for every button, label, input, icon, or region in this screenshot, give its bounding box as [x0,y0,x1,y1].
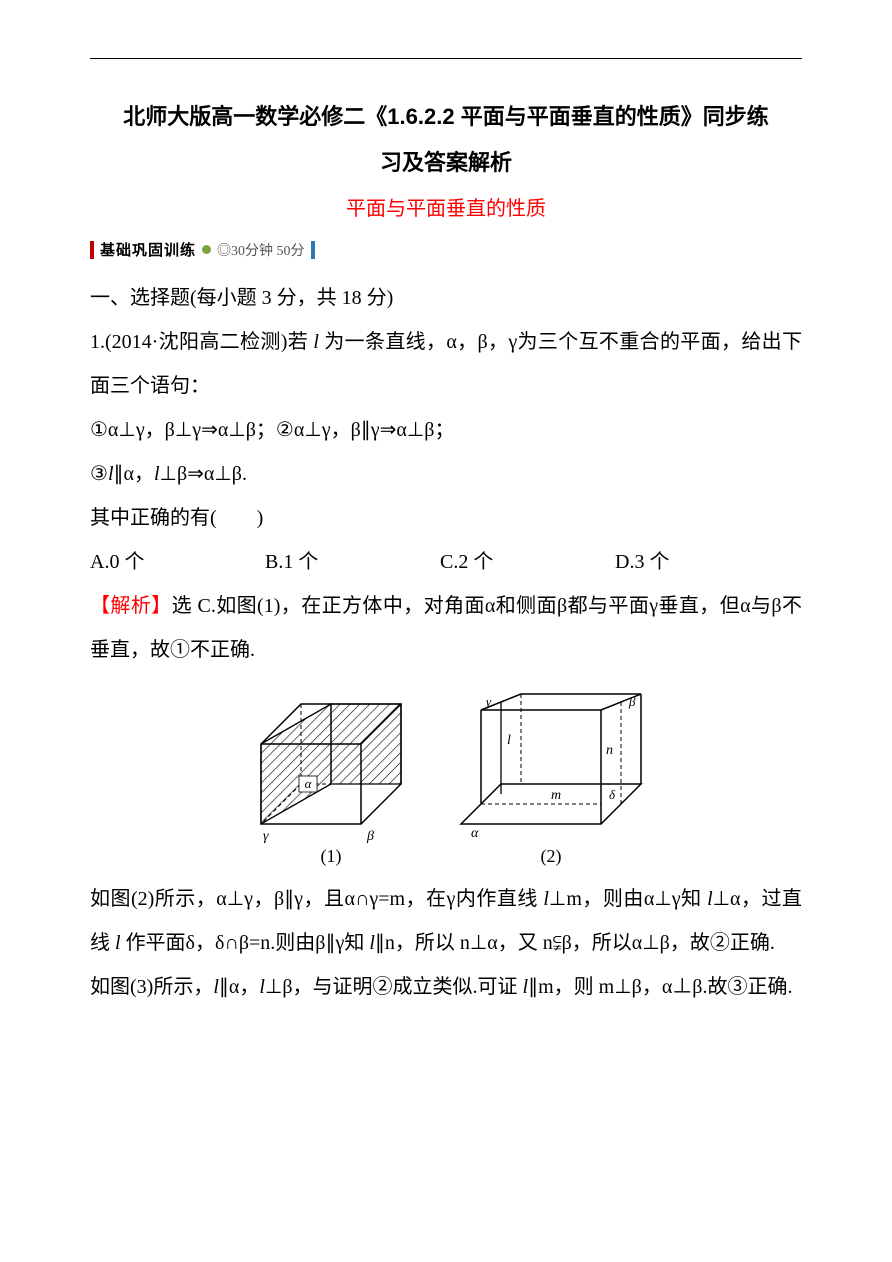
doc-title-line1: 北师大版高一数学必修二《1.6.2.2 平面与平面垂直的性质》同步练 [90,95,802,139]
fig1-caption: (1) [241,846,421,867]
fig2-caption: (2) [451,846,651,867]
analysis-label: 【解析】 [90,595,172,617]
figure-1: α β γ (1) [241,684,421,867]
doc-subtitle: 平面与平面垂直的性质 [90,189,802,229]
banner-dot-icon [202,245,211,254]
svg-text:l: l [507,733,511,748]
fig1-gamma: γ [263,829,269,844]
doc-title-line2: 习及答案解析 [90,141,802,185]
q1-ask: 其中正确的有( ) [90,496,802,540]
banner-main: 基础巩固训练 [100,239,196,260]
section-heading: 一、选择题(每小题 3 分，共 18 分) [90,276,802,320]
opt-a: A.0 个 [90,540,260,584]
q1-stem: 1.(2014·沈阳高二检测)若 l 为一条直线，α，β，γ为三个互不重合的平面… [90,320,802,408]
svg-text:γ: γ [486,694,492,709]
figure-2: γ β l n m δ α (2) [451,684,651,867]
analysis-p3: 如图(3)所示，l∥α，l⊥β，与证明②成立类似.可证 l∥m，则 m⊥β，α⊥… [90,965,802,1009]
opt-d: D.3 个 [615,540,669,584]
fig1-beta: β [366,829,374,844]
banner-bar2-icon [311,241,315,259]
q1-options: A.0 个 B.1 个 C.2 个 D.3 个 [90,540,802,584]
figures-row: α β γ (1) [90,684,802,867]
section-banner: 基础巩固训练 ◎30分钟 50分 [90,239,802,260]
svg-text:α: α [471,826,479,841]
q1-line2: ③l∥α，l⊥β⇒α⊥β. [90,452,802,496]
analysis-p1: 【解析】选 C.如图(1)，在正方体中，对角面α和侧面β都与平面γ垂直，但α与β… [90,584,802,672]
svg-text:δ: δ [609,787,616,802]
svg-text:β: β [628,694,636,709]
svg-text:n: n [606,743,613,758]
opt-b: B.1 个 [265,540,435,584]
q1-line1: ①α⊥γ，β⊥γ⇒α⊥β；②α⊥γ，β∥γ⇒α⊥β； [90,408,802,452]
analysis-p2: 如图(2)所示，α⊥γ，β∥γ，且α∩γ=m，在γ内作直线 l⊥m，则由α⊥γ知… [90,877,802,965]
fig1-alpha: α [305,776,313,791]
svg-text:m: m [551,788,561,803]
banner-sub: ◎30分钟 50分 [217,240,305,260]
banner-bar-icon [90,241,94,259]
opt-c: C.2 个 [440,540,610,584]
